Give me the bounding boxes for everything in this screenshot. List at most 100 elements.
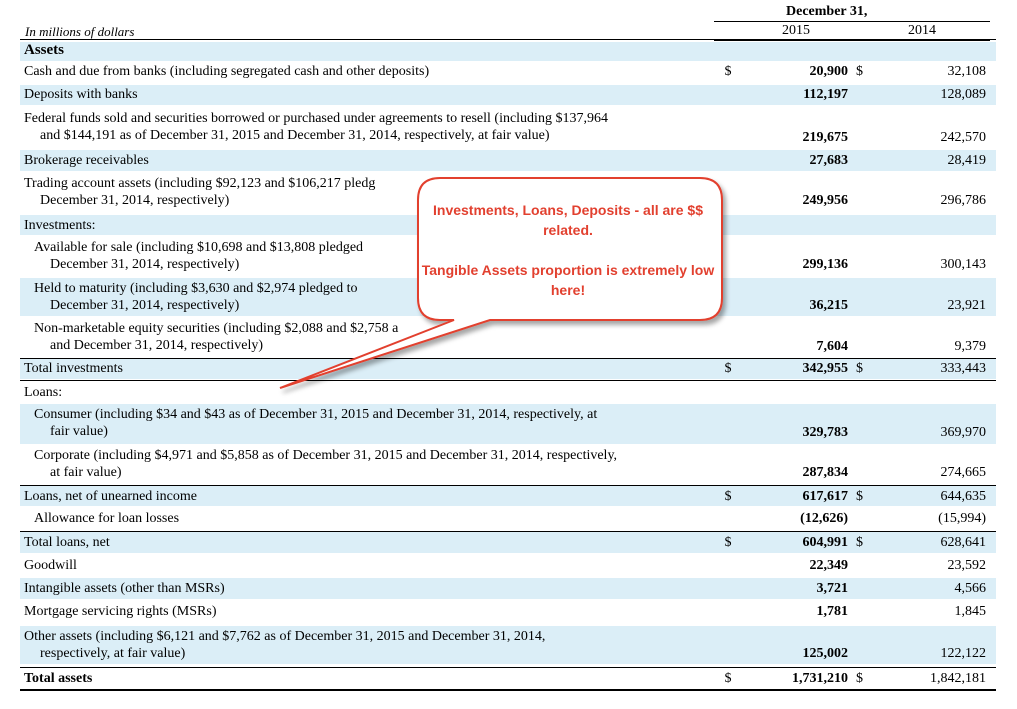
table-row: Federal funds sold and securities borrow… bbox=[20, 110, 996, 148]
value-2015: 249,956 bbox=[802, 193, 849, 208]
row-label: Trading account assets (including $92,12… bbox=[24, 175, 375, 209]
row-label-line2: December 31, 2014, respectively) bbox=[40, 193, 230, 208]
table-row: Allowance for loan losses (12,626) (15,9… bbox=[20, 509, 996, 529]
value-2015: 20,900 bbox=[809, 64, 849, 79]
table-row: Trading account assets (including $92,12… bbox=[20, 175, 996, 213]
row-label-line2: and December 31, 2014, respectively) bbox=[50, 338, 264, 353]
row-label-line1: Corporate (including $4,971 and $5,858 a… bbox=[34, 448, 618, 463]
table-row: Non-marketable equity securities (includ… bbox=[20, 320, 996, 356]
row-label: Total loans, net bbox=[24, 535, 110, 550]
value-2014: 628,641 bbox=[940, 535, 987, 550]
row-label-line2: respectively, at fair value) bbox=[40, 646, 186, 661]
table-row: Mortgage servicing rights (MSRs) 1,781 1… bbox=[20, 601, 996, 623]
row-label-line1: Non-marketable equity securities (includ… bbox=[34, 321, 399, 336]
unit-note: In millions of dollars bbox=[25, 24, 135, 39]
value-2014: 296,786 bbox=[940, 193, 987, 208]
value-2015: 617,617 bbox=[802, 489, 849, 504]
currency-symbol: $ bbox=[856, 361, 863, 376]
table-row: Loans: bbox=[20, 380, 996, 403]
table-row: Investments: bbox=[20, 215, 996, 235]
table-row: Intangible assets (other than MSRs) 3,72… bbox=[20, 578, 996, 599]
row-label: Non-marketable equity securities (includ… bbox=[34, 320, 398, 354]
value-2014: 9,379 bbox=[954, 339, 987, 354]
value-2014: 23,592 bbox=[947, 558, 987, 573]
row-label-line1: Consumer (including $34 and $43 as of De… bbox=[34, 407, 598, 422]
row-label-line1: Trading account assets (including $92,12… bbox=[24, 176, 376, 191]
table-row: Loans, net of unearned income $ 617,617 … bbox=[20, 485, 996, 506]
row-label: Loans, net of unearned income bbox=[24, 489, 197, 504]
row-label-line1: Other assets (including $6,121 and $7,76… bbox=[24, 629, 546, 644]
row-label: Consumer (including $34 and $43 as of De… bbox=[34, 406, 597, 440]
value-2014: 333,443 bbox=[940, 361, 987, 376]
header-rule bbox=[20, 39, 996, 40]
value-2014: 28,419 bbox=[947, 153, 987, 168]
period-underline bbox=[714, 21, 990, 22]
value-2014: 644,635 bbox=[940, 489, 987, 504]
row-label-line1: Federal funds sold and securities borrow… bbox=[24, 111, 608, 126]
year-prior: 2014 bbox=[908, 23, 936, 38]
value-2015: 299,136 bbox=[802, 257, 849, 272]
value-2015: 36,215 bbox=[809, 298, 849, 313]
table-row: Other assets (including $6,121 and $7,76… bbox=[20, 626, 996, 664]
value-2014: 1,842,181 bbox=[930, 671, 986, 686]
table-row: Assets bbox=[20, 42, 996, 61]
value-2015: 1,731,210 bbox=[792, 671, 848, 686]
row-label-line2: December 31, 2014, respectively) bbox=[50, 298, 240, 313]
row-label: Federal funds sold and securities borrow… bbox=[24, 110, 608, 144]
value-2014: (15,994) bbox=[938, 511, 986, 526]
value-2015: 7,604 bbox=[816, 339, 849, 354]
value-2015: 219,675 bbox=[802, 130, 849, 145]
row-label: Available for sale (including $10,698 an… bbox=[34, 239, 363, 273]
table-row: Brokerage receivables 27,683 28,419 bbox=[20, 150, 996, 171]
currency-symbol: $ bbox=[724, 489, 732, 504]
currency-symbol: $ bbox=[724, 535, 732, 550]
table-row: Corporate (including $4,971 and $5,858 a… bbox=[20, 447, 996, 483]
table-row: Available for sale (including $10,698 an… bbox=[20, 239, 996, 275]
value-2014: 1,845 bbox=[954, 604, 987, 619]
currency-symbol: $ bbox=[856, 535, 863, 550]
row-label: Brokerage receivables bbox=[24, 153, 149, 168]
row-label-line1: Held to maturity (including $3,630 and $… bbox=[34, 281, 358, 296]
row-label: Mortgage servicing rights (MSRs) bbox=[24, 604, 217, 619]
period-header: December 31, bbox=[786, 4, 868, 19]
row-label: Goodwill bbox=[24, 558, 77, 573]
value-2015: 3,721 bbox=[816, 581, 849, 596]
currency-symbol: $ bbox=[724, 361, 732, 376]
value-2015: 27,683 bbox=[809, 153, 849, 168]
section-heading-loans: Loans: bbox=[24, 385, 63, 400]
row-label: Held to maturity (including $3,630 and $… bbox=[34, 280, 358, 314]
table-row: Deposits with banks 112,197 128,089 bbox=[20, 85, 996, 105]
value-2014: 300,143 bbox=[940, 257, 987, 272]
header-rule-values bbox=[714, 39, 990, 41]
section-heading-investments: Investments: bbox=[24, 218, 96, 233]
row-label-line2: December 31, 2014, respectively) bbox=[50, 257, 240, 272]
table-row: Held to maturity (including $3,630 and $… bbox=[20, 278, 996, 316]
table-row: Consumer (including $34 and $43 as of De… bbox=[20, 404, 996, 444]
value-2015: 112,197 bbox=[803, 87, 848, 102]
row-label: Other assets (including $6,121 and $7,76… bbox=[24, 628, 545, 662]
year-current: 2015 bbox=[782, 23, 810, 38]
row-label-total-assets: Total assets bbox=[24, 671, 93, 686]
row-label: Total investments bbox=[24, 361, 123, 376]
currency-symbol: $ bbox=[856, 64, 863, 79]
value-2015: 287,834 bbox=[802, 465, 849, 480]
value-2015: 22,349 bbox=[809, 558, 849, 573]
currency-symbol: $ bbox=[856, 671, 863, 686]
value-2015: 342,955 bbox=[802, 361, 849, 376]
row-label-line2: fair value) bbox=[50, 424, 108, 439]
row-label-line2: at fair value) bbox=[50, 465, 122, 480]
value-2014: 242,570 bbox=[940, 130, 987, 145]
value-2015: 329,783 bbox=[802, 425, 849, 440]
row-label: Intangible assets (other than MSRs) bbox=[24, 581, 225, 596]
value-2014: 23,921 bbox=[947, 298, 987, 313]
table-row: Total assets $ 1,731,210 $ 1,842,181 bbox=[20, 667, 996, 691]
table-row: Cash and due from banks (including segre… bbox=[20, 63, 996, 82]
value-2015: 1,781 bbox=[816, 604, 849, 619]
currency-symbol: $ bbox=[724, 64, 732, 79]
table-row: Total loans, net $ 604,991 $ 628,641 bbox=[20, 531, 996, 553]
section-heading-assets: Assets bbox=[24, 42, 64, 58]
currency-symbol: $ bbox=[856, 489, 863, 504]
row-label: Allowance for loan losses bbox=[34, 511, 180, 526]
value-2015: (12,626) bbox=[800, 511, 848, 526]
value-2014: 369,970 bbox=[940, 425, 987, 440]
